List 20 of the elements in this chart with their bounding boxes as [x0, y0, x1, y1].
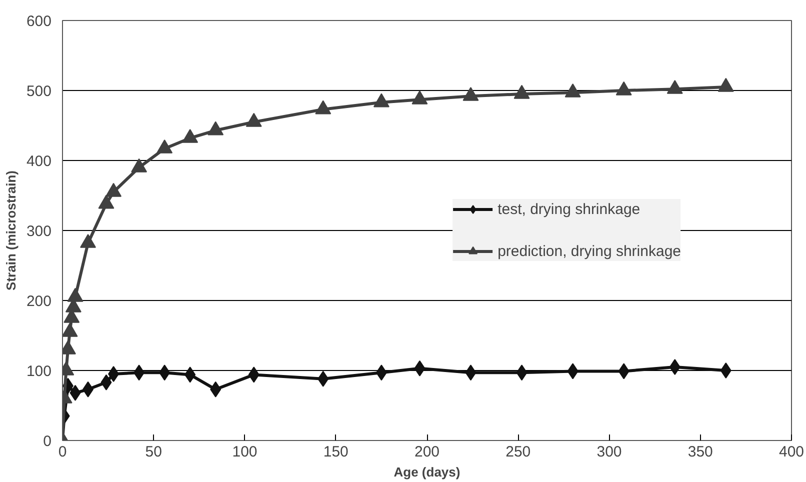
- x-tick-label: 150: [323, 444, 348, 460]
- y-tick-label: 300: [26, 223, 52, 240]
- x-tick-label: 400: [778, 444, 804, 460]
- y-axis-title: Strain (microstrain): [3, 170, 18, 290]
- x-tick-label: 300: [596, 444, 622, 460]
- y-tick-label: 500: [26, 83, 52, 100]
- y-tick-label: 200: [26, 293, 52, 310]
- x-tick-label: 200: [414, 444, 440, 460]
- x-tick-label: 50: [145, 444, 162, 460]
- y-tick-label: 400: [26, 153, 52, 170]
- x-axis-title: Age (days): [394, 464, 460, 480]
- y-tick-label: 0: [43, 433, 52, 450]
- x-tick-label: 350: [688, 444, 713, 460]
- legend-label: prediction, drying shrinkage: [498, 242, 681, 260]
- y-tick-label: 600: [26, 13, 52, 30]
- legend-label: test, drying shrinkage: [498, 200, 640, 218]
- x-tick-label: 0: [58, 444, 67, 460]
- x-tick-label: 100: [232, 444, 258, 460]
- y-tick-label: 100: [26, 363, 52, 380]
- x-tick-label: 250: [506, 444, 531, 460]
